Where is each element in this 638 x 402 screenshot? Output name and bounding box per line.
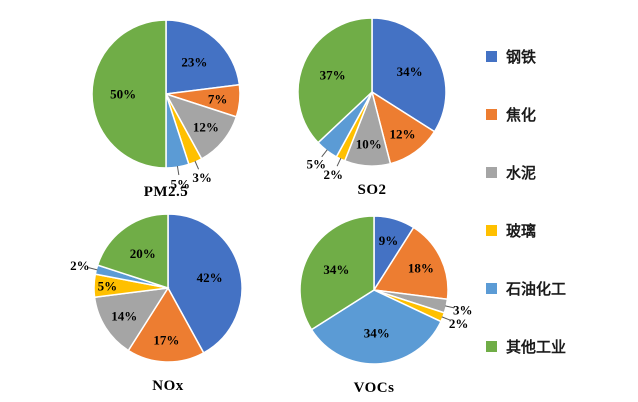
slice-label: 2% <box>449 316 469 331</box>
legend-swatch-glass <box>486 225 497 236</box>
slice-label: 42% <box>197 270 223 285</box>
legend-item-cement: 水泥 <box>486 162 566 183</box>
slice-label: 18% <box>408 260 434 275</box>
legend-label-petrochemical: 石油化工 <box>506 281 567 298</box>
slice-label: 50% <box>110 87 136 102</box>
pie-pm25: 23% 7% 12% 3%5% 50% <box>91 19 241 191</box>
label-leader-line <box>441 316 451 321</box>
legend-label-steel: 钢铁 <box>506 49 537 66</box>
label-leader-line <box>176 166 180 176</box>
slice-label: 34% <box>364 325 390 340</box>
slice-label: 5% <box>98 279 118 294</box>
pie-slice <box>91 19 167 169</box>
pie-slice <box>297 17 373 144</box>
slice-label: 17% <box>153 332 179 347</box>
chart-title-nox: NOx <box>152 378 184 394</box>
pie-slice <box>127 286 205 363</box>
slice-label: 20% <box>130 246 156 261</box>
pie-slice <box>372 226 449 301</box>
label-leader-line <box>445 305 455 309</box>
slice-label: 34% <box>323 262 349 277</box>
legend-swatch-steel <box>486 51 497 62</box>
pie-slice <box>165 19 241 95</box>
label-leader-line <box>321 149 328 158</box>
slice-label: 34% <box>397 64 423 79</box>
legend: 钢铁 焦化 水泥 玻璃 石油化工 其他工业 <box>486 46 566 357</box>
pie-slice <box>310 289 442 365</box>
slice-label: 2% <box>70 258 90 273</box>
slice-label: 5% <box>306 156 326 171</box>
legend-item-glass: 玻璃 <box>486 220 566 241</box>
label-leader-line <box>88 267 98 271</box>
chart-vocs: 9% 18% 3% 2% 34% 34% VOCs <box>264 198 484 397</box>
slice-label: 5% <box>170 176 190 191</box>
pie-nox: 42% 17% 14% 5% 2% 20% <box>70 213 243 363</box>
legend-label-coking: 焦化 <box>506 107 537 124</box>
legend-swatch-other-industry <box>486 341 497 352</box>
legend-item-other-industry: 其他工业 <box>486 336 566 357</box>
legend-item-coking: 焦化 <box>486 104 566 125</box>
pie-slice <box>96 213 169 290</box>
slice-label: 2% <box>324 167 344 182</box>
chart-pm25: 23% 7% 12% 3% 5% 50% PM2.5 <box>56 2 276 201</box>
legend-label-glass: 玻璃 <box>506 223 537 240</box>
pie-slice <box>167 213 243 354</box>
legend-label-other-industry: 其他工业 <box>506 339 567 356</box>
legend-swatch-coking <box>486 109 497 120</box>
slice-label: 10% <box>356 136 382 151</box>
slice-label: 37% <box>320 68 346 83</box>
pie-so2: 34% 12% 10% 2%5% 37% <box>297 17 447 182</box>
legend-item-steel: 钢铁 <box>486 46 566 67</box>
legend-item-petrochemical: 石油化工 <box>486 278 566 299</box>
label-leader-line <box>194 160 200 170</box>
slice-label: 7% <box>208 91 228 106</box>
chart-title-vocs: VOCs <box>353 380 395 396</box>
pie-vocs: 9% 18% 3%2% 34% 34% <box>299 215 473 365</box>
slice-label: 14% <box>111 308 137 323</box>
slice-label: 3% <box>192 170 212 185</box>
label-leader-line <box>336 157 342 167</box>
slice-label: 9% <box>379 233 399 248</box>
chart-so2: 34% 12% 10% 2% 5% 37% SO2 <box>262 0 482 199</box>
legend-label-cement: 水泥 <box>506 165 537 182</box>
legend-swatch-petrochemical <box>486 283 497 294</box>
slice-label: 12% <box>389 126 415 141</box>
slice-label: 3% <box>453 302 473 317</box>
pie-slice <box>93 287 170 352</box>
pie-slice <box>299 215 375 331</box>
slice-label: 12% <box>193 120 219 135</box>
legend-swatch-cement <box>486 167 497 178</box>
slice-label: 23% <box>181 54 207 69</box>
chart-title-so2: SO2 <box>357 182 387 198</box>
chart-nox: 42% 17% 14% 5% 2% 20% NOx <box>58 196 278 395</box>
chart-title-pm25: PM2.5 <box>143 184 189 200</box>
